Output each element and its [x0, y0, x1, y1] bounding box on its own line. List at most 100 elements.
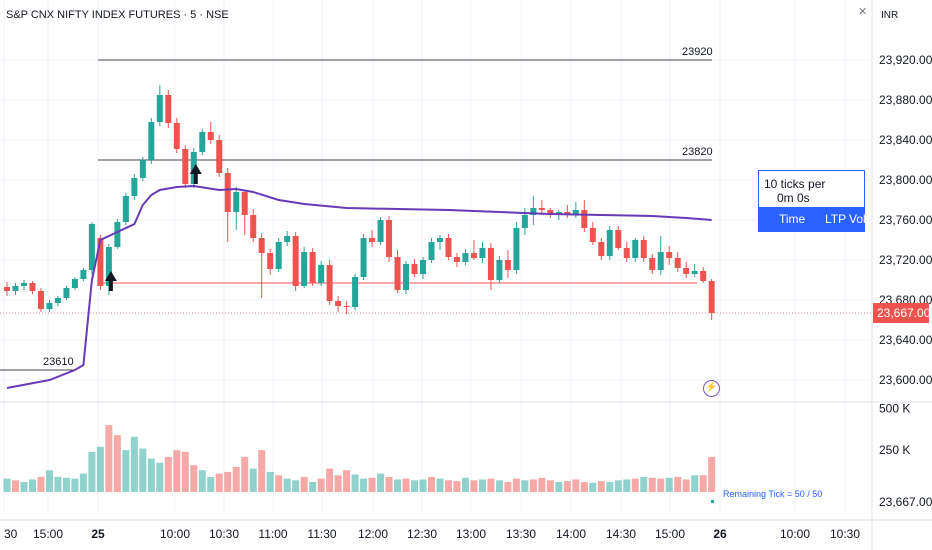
candle-body	[267, 253, 274, 269]
candle-body	[666, 252, 673, 258]
volume-bar	[164, 456, 172, 492]
candle	[606, 226, 613, 260]
volume-bar	[130, 436, 138, 492]
candle-body	[326, 265, 333, 301]
candle	[657, 236, 664, 275]
currency-label[interactable]: INR	[881, 10, 899, 21]
volume-bar	[343, 470, 351, 492]
candle-body	[479, 248, 486, 258]
candle	[538, 200, 545, 215]
candle-body	[657, 252, 664, 270]
tick-panel[interactable]: 10 ticks per 0m 0s Time LTP Vol	[758, 170, 866, 232]
price-tick-label: 23,600.00	[879, 373, 932, 387]
candle-body	[207, 132, 214, 140]
volume-bar	[28, 479, 36, 492]
candle	[700, 267, 707, 283]
candle-body	[139, 160, 146, 178]
volume-bar	[470, 480, 478, 492]
candle	[445, 234, 452, 260]
candle-body	[12, 286, 19, 291]
volume-bar	[495, 480, 503, 492]
candle-body	[674, 258, 681, 268]
candle	[199, 129, 206, 155]
candle-body	[411, 264, 418, 274]
candle	[691, 264, 698, 277]
candle-body	[513, 228, 520, 270]
volume-bar	[96, 446, 104, 492]
candle	[46, 300, 53, 312]
candle	[352, 274, 359, 310]
candle-body	[360, 238, 367, 277]
volume-bar	[156, 462, 164, 492]
volume-extra-label: 23,667.00	[879, 495, 932, 509]
volume-bar	[181, 451, 189, 492]
tick-marker	[711, 500, 714, 503]
volume-bar	[699, 475, 707, 492]
volume-bar	[504, 481, 512, 492]
candle-body	[292, 236, 299, 286]
volume-bar	[402, 478, 410, 492]
candle	[4, 282, 10, 296]
level-label: 23920	[682, 46, 713, 58]
candle	[20, 280, 27, 290]
time-tick-label: 11:30	[307, 527, 336, 541]
volume-bar	[113, 435, 121, 492]
volume-bar	[317, 478, 325, 492]
volume-bar	[173, 450, 181, 492]
time-tick-label: 30	[4, 527, 18, 541]
candle-body	[445, 238, 452, 257]
close-icon[interactable]: ✕	[858, 6, 868, 18]
candle	[284, 231, 291, 246]
candle	[233, 187, 240, 230]
volume-bar	[79, 473, 87, 492]
volume-bar	[394, 479, 402, 492]
candle-body	[386, 220, 393, 257]
candle-body	[4, 287, 10, 291]
candle-body	[420, 260, 427, 274]
last-price-label: 23,667.00	[877, 306, 931, 320]
candle-body	[250, 215, 257, 238]
candle	[318, 261, 325, 286]
tick-panel-header: Time LTP Vol	[759, 207, 866, 231]
candle-body	[71, 279, 78, 288]
volume-bar	[190, 465, 198, 492]
candle	[666, 246, 673, 265]
candle	[564, 205, 571, 218]
candle	[428, 238, 435, 263]
candle-body	[683, 268, 690, 274]
candle	[122, 193, 129, 225]
volume-bar	[411, 480, 419, 492]
candle-body	[148, 122, 155, 160]
chart-title[interactable]: S&P CNX NIFTY INDEX FUTURES · 5 · NSE	[6, 9, 229, 21]
volume-bar	[215, 473, 223, 492]
candle	[504, 250, 511, 278]
candle	[615, 226, 622, 250]
candle-body	[598, 242, 605, 256]
volume-bar	[614, 480, 622, 492]
candle-body	[241, 192, 248, 215]
volume-bar	[198, 470, 206, 492]
candle	[369, 230, 376, 247]
volume-bar	[334, 475, 342, 492]
volume-bar	[563, 481, 571, 492]
volume-bar	[241, 456, 249, 492]
volume-bar	[691, 475, 699, 492]
average-line	[6, 184, 712, 389]
candle	[148, 118, 155, 164]
candle	[394, 250, 401, 293]
candle	[343, 301, 350, 314]
candle	[649, 254, 656, 274]
lightning-icon[interactable]: ⚡	[703, 380, 720, 397]
candle-body	[301, 252, 308, 286]
volume-bar	[444, 480, 452, 492]
volume-bar	[224, 471, 232, 492]
volume-bar	[436, 478, 444, 492]
time-tick-label: 13:30	[506, 527, 536, 541]
candle-body	[114, 222, 121, 247]
candle	[462, 249, 469, 265]
volume-bar	[258, 450, 266, 492]
volume-bar	[657, 478, 665, 492]
price-tick-label: 23,720.00	[879, 253, 932, 267]
candle	[267, 249, 274, 275]
